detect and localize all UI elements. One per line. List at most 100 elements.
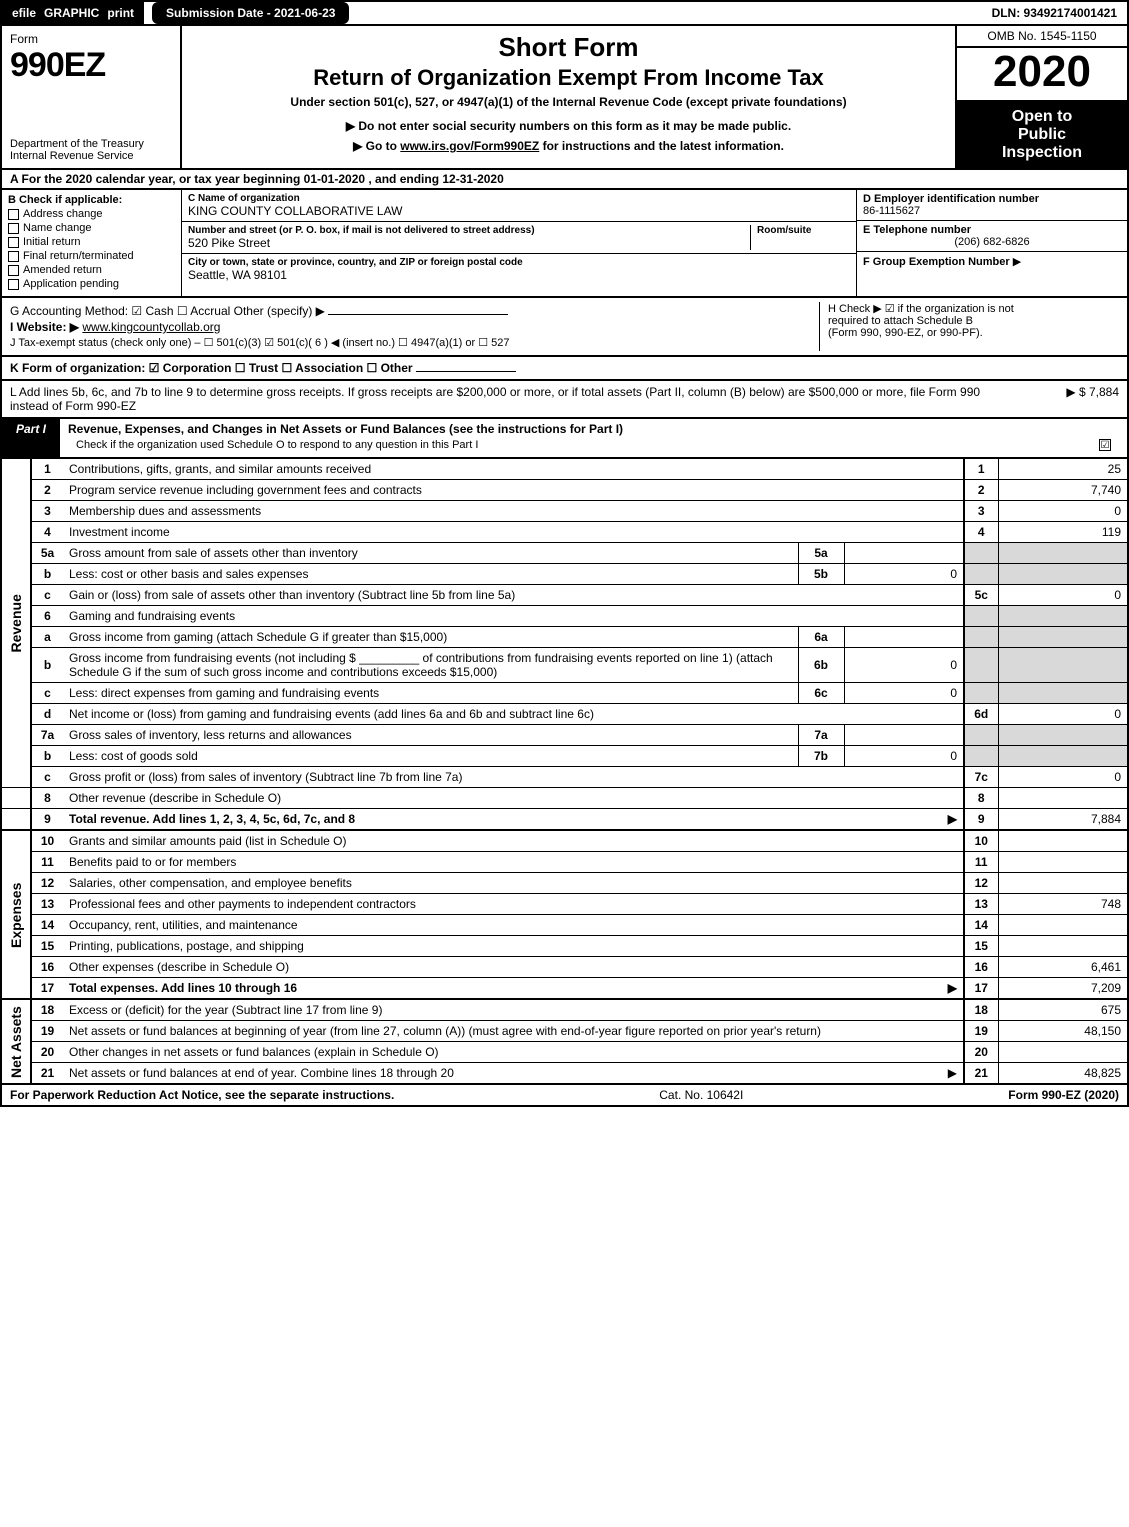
blank-side (1, 788, 31, 809)
cb-address-change[interactable]: Address change (8, 208, 175, 220)
subtitle: Under section 501(c), 527, or 4947(a)(1)… (192, 95, 945, 109)
checkbox-icon (8, 237, 19, 248)
org-name-value: KING COUNTY COLLABORATIVE LAW (188, 204, 850, 218)
cell-city: City or town, state or province, country… (182, 254, 856, 285)
cb-label: Amended return (23, 264, 102, 276)
tax-year: 2020 (957, 48, 1127, 102)
netassets-side-label: Net Assets (1, 1000, 31, 1084)
header-right: OMB No. 1545-1150 2020 Open to Public In… (957, 26, 1127, 168)
table-row: 11Benefits paid to or for members11 (1, 852, 1128, 873)
cell-address: Number and street (or P. O. box, if mail… (182, 222, 856, 254)
line-desc: Gross sales of inventory, less returns a… (63, 725, 798, 746)
result-val: 675 (998, 1000, 1128, 1021)
row-gihj: G Accounting Method: ☑ Cash ☐ Accrual Ot… (0, 298, 1129, 357)
checkbox-icon (8, 279, 19, 290)
table-row: b Gross income from fundraising events (… (1, 648, 1128, 683)
result-val-shaded (998, 683, 1128, 704)
h-line3: (Form 990, 990-EZ, or 990-PF). (828, 327, 1119, 339)
table-row: 20Other changes in net assets or fund ba… (1, 1042, 1128, 1063)
result-val (998, 788, 1128, 809)
line-desc: Total revenue. Add lines 1, 2, 3, 4, 5c,… (63, 809, 964, 831)
cb-initial-return[interactable]: Initial return (8, 236, 175, 248)
part1-checkbox[interactable]: ☑ (1099, 439, 1111, 451)
line-num: a (31, 627, 63, 648)
k-other-input[interactable] (416, 371, 516, 372)
title-short-form: Short Form (192, 32, 945, 63)
table-row: 19Net assets or fund balances at beginni… (1, 1021, 1128, 1042)
result-num: 21 (964, 1063, 998, 1085)
result-num: 18 (964, 1000, 998, 1021)
expenses-side-label: Expenses (1, 831, 31, 999)
cb-application-pending[interactable]: Application pending (8, 278, 175, 290)
l17-text: Total expenses. Add lines 10 through 16 (69, 981, 297, 995)
cell-ein: D Employer identification number 86-1115… (857, 190, 1127, 221)
g-text: G Accounting Method: ☑ Cash ☐ Accrual Ot… (10, 304, 325, 318)
line-num: b (31, 564, 63, 585)
graphic-link[interactable]: GRAPHIC (44, 6, 99, 20)
line-desc: Net assets or fund balances at end of ye… (63, 1063, 964, 1085)
irs-link[interactable]: www.irs.gov/Form990EZ (400, 139, 539, 153)
omb-number: OMB No. 1545-1150 (957, 26, 1127, 48)
cb-name-change[interactable]: Name change (8, 222, 175, 234)
result-val: 0 (998, 501, 1128, 522)
topbar-efile-block: efile GRAPHIC print (2, 2, 144, 24)
col-b-label: B Check if applicable: (8, 194, 175, 206)
cb-label: Initial return (23, 236, 80, 248)
result-num: 17 (964, 978, 998, 1000)
table-row: 4 Investment income 4 119 (1, 522, 1128, 543)
website-link[interactable]: www.kingcountycollab.org (82, 320, 220, 334)
result-val-shaded (998, 746, 1128, 767)
line-num: 9 (31, 809, 63, 831)
result-val-shaded (998, 564, 1128, 585)
line-desc: Gaming and fundraising events (63, 606, 964, 627)
line-desc: Less: cost or other basis and sales expe… (63, 564, 798, 585)
table-row: 6 Gaming and fundraising events (1, 606, 1128, 627)
row-l-gross-receipts: L Add lines 5b, 6c, and 7b to line 9 to … (0, 381, 1129, 419)
result-num-shaded (964, 543, 998, 564)
table-row: 8 Other revenue (describe in Schedule O)… (1, 788, 1128, 809)
line-desc: Program service revenue including govern… (63, 480, 964, 501)
line-desc: Grants and similar amounts paid (list in… (63, 831, 964, 852)
table-row: c Gross profit or (loss) from sales of i… (1, 767, 1128, 788)
phone-label: E Telephone number (863, 224, 1121, 236)
line-desc: Net income or (loss) from gaming and fun… (63, 704, 964, 725)
table-row: 5a Gross amount from sale of assets othe… (1, 543, 1128, 564)
addr-value: 520 Pike Street (188, 236, 750, 250)
line-num: c (31, 585, 63, 606)
i-pre: I Website: ▶ (10, 320, 79, 334)
result-val: 48,150 (998, 1021, 1128, 1042)
result-val: 6,461 (998, 957, 1128, 978)
form-number: 990EZ (10, 46, 172, 85)
result-val: 0 (998, 704, 1128, 725)
checkbox-icon (8, 265, 19, 276)
line-num: b (31, 648, 63, 683)
result-num: 5c (964, 585, 998, 606)
part1-header: Part I Revenue, Expenses, and Changes in… (0, 419, 1129, 459)
result-num-shaded (964, 683, 998, 704)
part1-title-text: Revenue, Expenses, and Changes in Net As… (68, 422, 1119, 436)
part1-check-text: Check if the organization used Schedule … (76, 439, 478, 451)
line-desc: Less: cost of goods sold (63, 746, 798, 767)
g-other-input[interactable] (328, 314, 508, 315)
print-link[interactable]: print (107, 6, 134, 20)
table-row: 15Printing, publications, postage, and s… (1, 936, 1128, 957)
form-header: Form 990EZ Department of the Treasury In… (0, 26, 1129, 170)
col-def: D Employer identification number 86-1115… (857, 190, 1127, 296)
sub-num: 6a (798, 627, 844, 648)
line-num: 1 (31, 459, 63, 480)
line-num: 6 (31, 606, 63, 627)
cb-final-return[interactable]: Final return/terminated (8, 250, 175, 262)
result-val-shaded (998, 606, 1128, 627)
sub-num: 7a (798, 725, 844, 746)
line-desc: Less: direct expenses from gaming and fu… (63, 683, 798, 704)
line-num: 14 (31, 915, 63, 936)
line-num: 17 (31, 978, 63, 1000)
result-val (998, 915, 1128, 936)
result-num-shaded (964, 564, 998, 585)
line-num: 4 (31, 522, 63, 543)
l-amount: ▶ $ 7,884 (999, 385, 1119, 413)
cb-amended-return[interactable]: Amended return (8, 264, 175, 276)
line-num: 19 (31, 1021, 63, 1042)
addr-label: Number and street (or P. O. box, if mail… (188, 225, 750, 236)
line-desc: Gain or (loss) from sale of assets other… (63, 585, 964, 606)
